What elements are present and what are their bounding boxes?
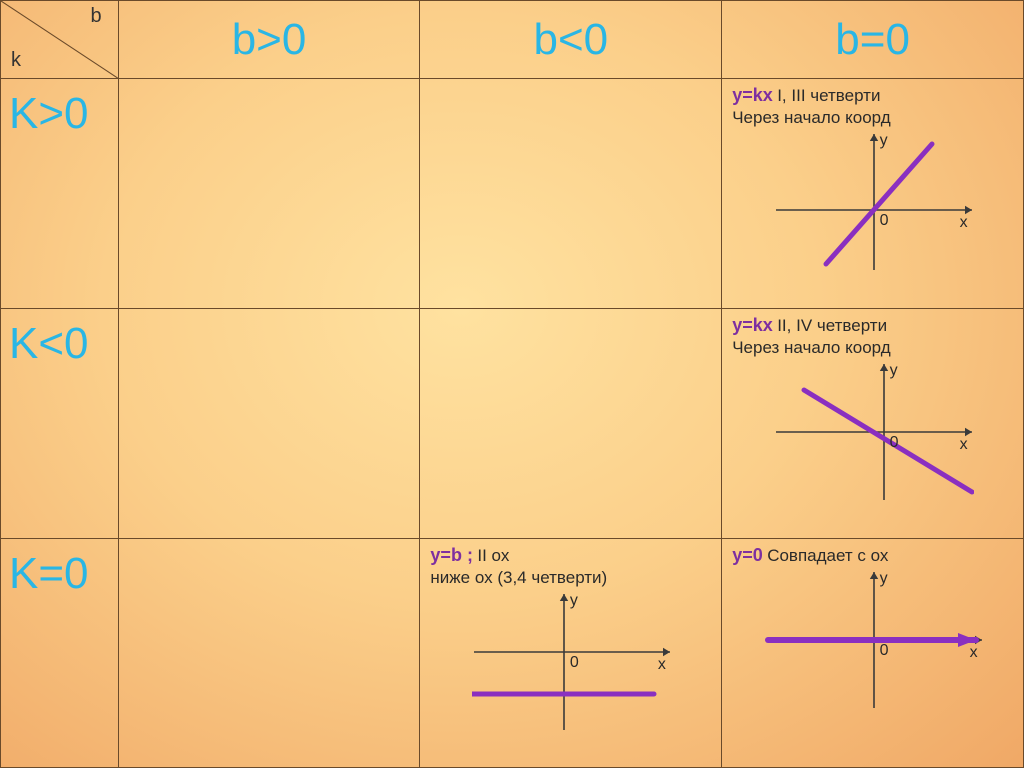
below-text: ниже ох (3,4 четверти)	[430, 568, 713, 588]
chart-k0-bneg: 0xy	[472, 592, 672, 732]
quadrant-text: II, IV четверти	[777, 316, 887, 335]
equation: y=kx	[732, 315, 773, 335]
col-header-b-lt-0: b<0	[420, 1, 722, 79]
cell-r3c1	[118, 539, 420, 768]
row-header-k-lt-0: K<0	[1, 309, 119, 539]
row-header-k-gt-0: K>0	[1, 79, 119, 309]
chart-k0-b0: 0xy	[764, 570, 984, 710]
equation: y=b ;	[430, 545, 473, 565]
corner-k-label: k	[11, 49, 21, 72]
cell-r2c1	[118, 309, 420, 539]
corner-b-label: b	[91, 5, 102, 28]
coincide-text: Совпадает с ох	[767, 546, 888, 565]
cell-r2c2	[420, 309, 722, 539]
col-header-b-gt-0: b>0	[118, 1, 420, 79]
row-header-k-eq-0: K=0	[1, 539, 119, 768]
slide: b k b>0 b<0 b=0 K>0 y=	[0, 0, 1024, 767]
kb-table: b k b>0 b<0 b=0 K>0 y=	[0, 0, 1024, 768]
quadrant-text: I, III четверти	[777, 86, 880, 105]
origin-text: Через начало коорд	[732, 108, 1015, 128]
cell-r1c2	[420, 79, 722, 309]
origin-text: Через начало коорд	[732, 338, 1015, 358]
chart-kneg-b0: 0xy	[774, 362, 974, 502]
col-header-b-eq-0: b=0	[722, 1, 1024, 79]
cell-r3c2: y=b ; II ох ниже ох (3,4 четверти) 0xy	[420, 539, 722, 768]
chart-kpos-b0: 0xy	[774, 132, 974, 272]
equation: y=0	[732, 545, 763, 565]
parallel-text: II ох	[477, 546, 509, 565]
cell-r3c3: y=0 Совпадает с ох 0xy	[722, 539, 1024, 768]
cell-r2c3: y=kx II, IV четверти Через начало коорд …	[722, 309, 1024, 539]
equation: y=kx	[732, 85, 773, 105]
corner-cell: b k	[1, 1, 119, 79]
cell-r1c1	[118, 79, 420, 309]
cell-r1c3: y=kx I, III четверти Через начало коорд …	[722, 79, 1024, 309]
